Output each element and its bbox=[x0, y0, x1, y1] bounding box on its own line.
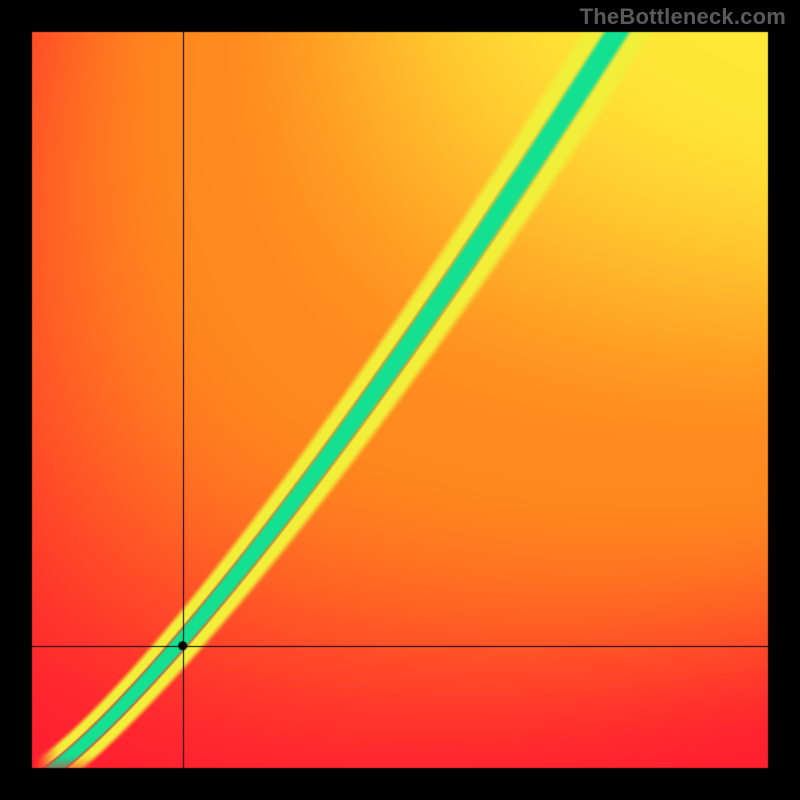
bottleneck-heatmap-canvas bbox=[0, 0, 800, 800]
watermark-text: TheBottleneck.com bbox=[580, 4, 786, 30]
